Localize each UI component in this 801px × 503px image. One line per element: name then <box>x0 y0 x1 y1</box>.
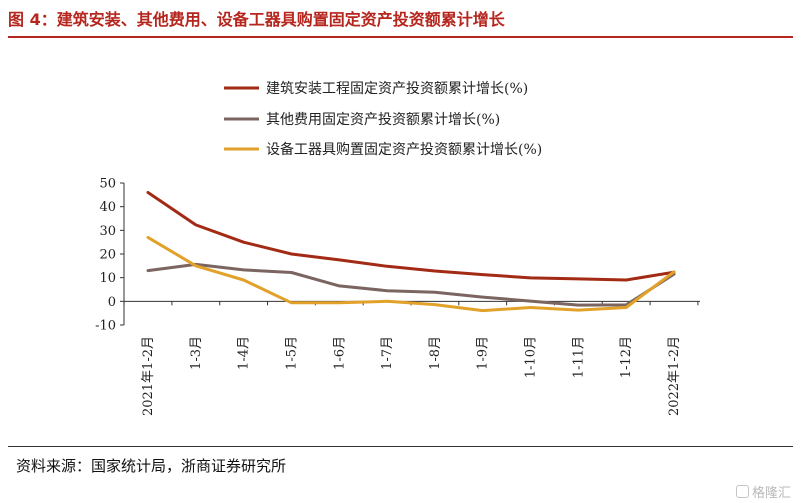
chart-legend: 建筑安装工程固定资产投资额累计增长(%) 其他费用固定资产投资额累计增长(%) 设备… <box>224 81 542 158</box>
series-line-3 <box>146 235 676 313</box>
series-lines <box>146 191 676 313</box>
legend-label-2: 其他费用固定资产投资额累计增长(%) <box>266 112 500 128</box>
y-tick-label: 10 <box>99 271 116 286</box>
x-tick-label: 2022年1-2月 <box>667 336 682 416</box>
line-chart: 建筑安装工程固定资产投资额累计增长(%) 其他费用固定资产投资额累计增长(%) 设备… <box>95 81 700 416</box>
y-tick-label: 30 <box>99 224 116 239</box>
x-tick-label: 1-12月 <box>619 336 634 378</box>
source-rule <box>8 446 793 447</box>
x-tick-label: 1-7月 <box>380 336 395 370</box>
x-tick-label: 1-4月 <box>237 336 252 370</box>
y-tick-label: 50 <box>99 177 116 192</box>
source-note: 资料来源：国家统计局，浙商证券研究所 <box>16 457 287 475</box>
x-tick-label: 1-5月 <box>284 336 299 370</box>
figure-title: 图 4：建筑安装、其他费用、设备工器具购置固定资产投资额累计增长 <box>8 10 505 29</box>
y-tick-label: -10 <box>95 319 116 334</box>
title-rule <box>8 36 793 38</box>
y-tick-label: 40 <box>99 200 116 215</box>
watermark: 格隆汇 <box>735 482 791 501</box>
x-axis: 2021年1-2月 1-3月 1-4月 1-5月 1-6月 1-7月 1-8月 1-9月 1-1… <box>123 300 700 416</box>
x-tick-label: 1-6月 <box>332 336 347 370</box>
y-axis: -10 0 10 20 30 40 50 <box>95 177 125 334</box>
x-tick-label: 1-3月 <box>189 336 204 370</box>
legend-label-3: 设备工器具购置固定资产投资额累计增长(%) <box>266 141 542 158</box>
x-tick-label: 1-10月 <box>524 336 539 378</box>
y-tick-label: 0 <box>108 295 116 310</box>
series-line-1 <box>146 191 676 282</box>
series-line-2 <box>146 262 676 307</box>
watermark-text: 格隆汇 <box>751 486 791 501</box>
legend-label-1: 建筑安装工程固定资产投资额累计增长(%) <box>266 81 528 97</box>
y-tick-label: 20 <box>99 248 116 263</box>
x-tick-label: 2021年1-2月 <box>141 336 156 416</box>
x-tick-label: 1-11月 <box>571 336 586 378</box>
watermark-logo-icon <box>735 485 749 498</box>
x-tick-label: 1-8月 <box>428 336 443 370</box>
x-tick-label: 1-9月 <box>476 336 491 370</box>
